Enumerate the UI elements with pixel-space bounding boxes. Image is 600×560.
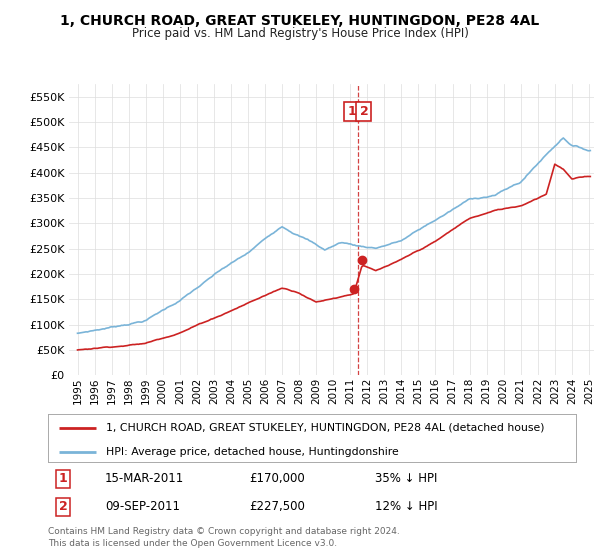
Text: £227,500: £227,500 (249, 500, 305, 514)
Text: 1: 1 (59, 472, 67, 486)
Text: 2: 2 (359, 105, 368, 118)
Text: Price paid vs. HM Land Registry's House Price Index (HPI): Price paid vs. HM Land Registry's House … (131, 27, 469, 40)
Text: 1, CHURCH ROAD, GREAT STUKELEY, HUNTINGDON, PE28 4AL (detached house): 1, CHURCH ROAD, GREAT STUKELEY, HUNTINGD… (106, 423, 545, 433)
Text: 1: 1 (347, 105, 356, 118)
Text: 2: 2 (59, 500, 67, 514)
Text: HPI: Average price, detached house, Huntingdonshire: HPI: Average price, detached house, Hunt… (106, 446, 399, 456)
Text: This data is licensed under the Open Government Licence v3.0.: This data is licensed under the Open Gov… (48, 539, 337, 548)
Text: 09-SEP-2011: 09-SEP-2011 (105, 500, 180, 514)
Text: 15-MAR-2011: 15-MAR-2011 (105, 472, 184, 486)
Text: 35% ↓ HPI: 35% ↓ HPI (375, 472, 437, 486)
Text: 1, CHURCH ROAD, GREAT STUKELEY, HUNTINGDON, PE28 4AL: 1, CHURCH ROAD, GREAT STUKELEY, HUNTINGD… (61, 14, 539, 28)
Text: 12% ↓ HPI: 12% ↓ HPI (375, 500, 437, 514)
Text: Contains HM Land Registry data © Crown copyright and database right 2024.: Contains HM Land Registry data © Crown c… (48, 528, 400, 536)
Text: £170,000: £170,000 (249, 472, 305, 486)
